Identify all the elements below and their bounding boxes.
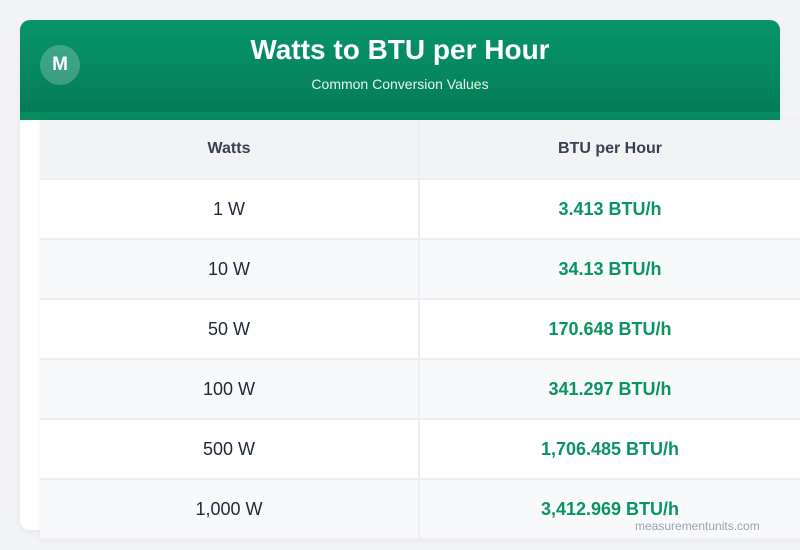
- table-row: 1,000 W 3,412.969 BTU/h: [40, 480, 800, 540]
- watts-cell: 10 W: [40, 240, 420, 298]
- logo-badge: M: [40, 45, 80, 85]
- watts-cell: 1,000 W: [40, 480, 420, 538]
- btu-cell: 1,706.485 BTU/h: [540, 438, 680, 459]
- column-header-watts: Watts: [40, 120, 420, 178]
- header-accent-strip: [20, 112, 780, 120]
- table-row: 10 W 34.13 BTU/h: [40, 240, 800, 300]
- btu-cell: 341.297 BTU/h: [548, 378, 672, 399]
- page-subtitle: Common Conversion Values: [311, 76, 489, 92]
- table-row: 50 W 170.648 BTU/h: [40, 300, 800, 360]
- column-header-btu: BTU per Hour: [558, 140, 662, 157]
- btu-cell: 3.413 BTU/h: [558, 198, 662, 219]
- btu-cell: 34.13 BTU/h: [558, 258, 662, 279]
- table-row: 500 W 1,706.485 BTU/h: [40, 420, 800, 480]
- watts-cell: 100 W: [40, 360, 420, 418]
- conversion-table: Watts BTU per Hour 1 W 3.413 BTU/h 10 W …: [40, 120, 800, 540]
- card-header: M Watts to BTU per Hour Common Conversio…: [20, 20, 780, 120]
- logo-letter: M: [52, 54, 68, 75]
- watermark-link[interactable]: measurementunits.com: [635, 519, 760, 533]
- watts-cell: 1 W: [40, 180, 420, 238]
- page-title: Watts to BTU per Hour: [250, 34, 550, 65]
- watts-cell: 500 W: [40, 420, 420, 478]
- watts-cell: 50 W: [40, 300, 420, 358]
- table-row: 100 W 341.297 BTU/h: [40, 360, 800, 420]
- btu-cell: 170.648 BTU/h: [548, 318, 672, 339]
- table-row: 1 W 3.413 BTU/h: [40, 180, 800, 240]
- btu-cell: 3,412.969 BTU/h: [540, 498, 680, 519]
- table-header-row: Watts BTU per Hour: [40, 120, 800, 180]
